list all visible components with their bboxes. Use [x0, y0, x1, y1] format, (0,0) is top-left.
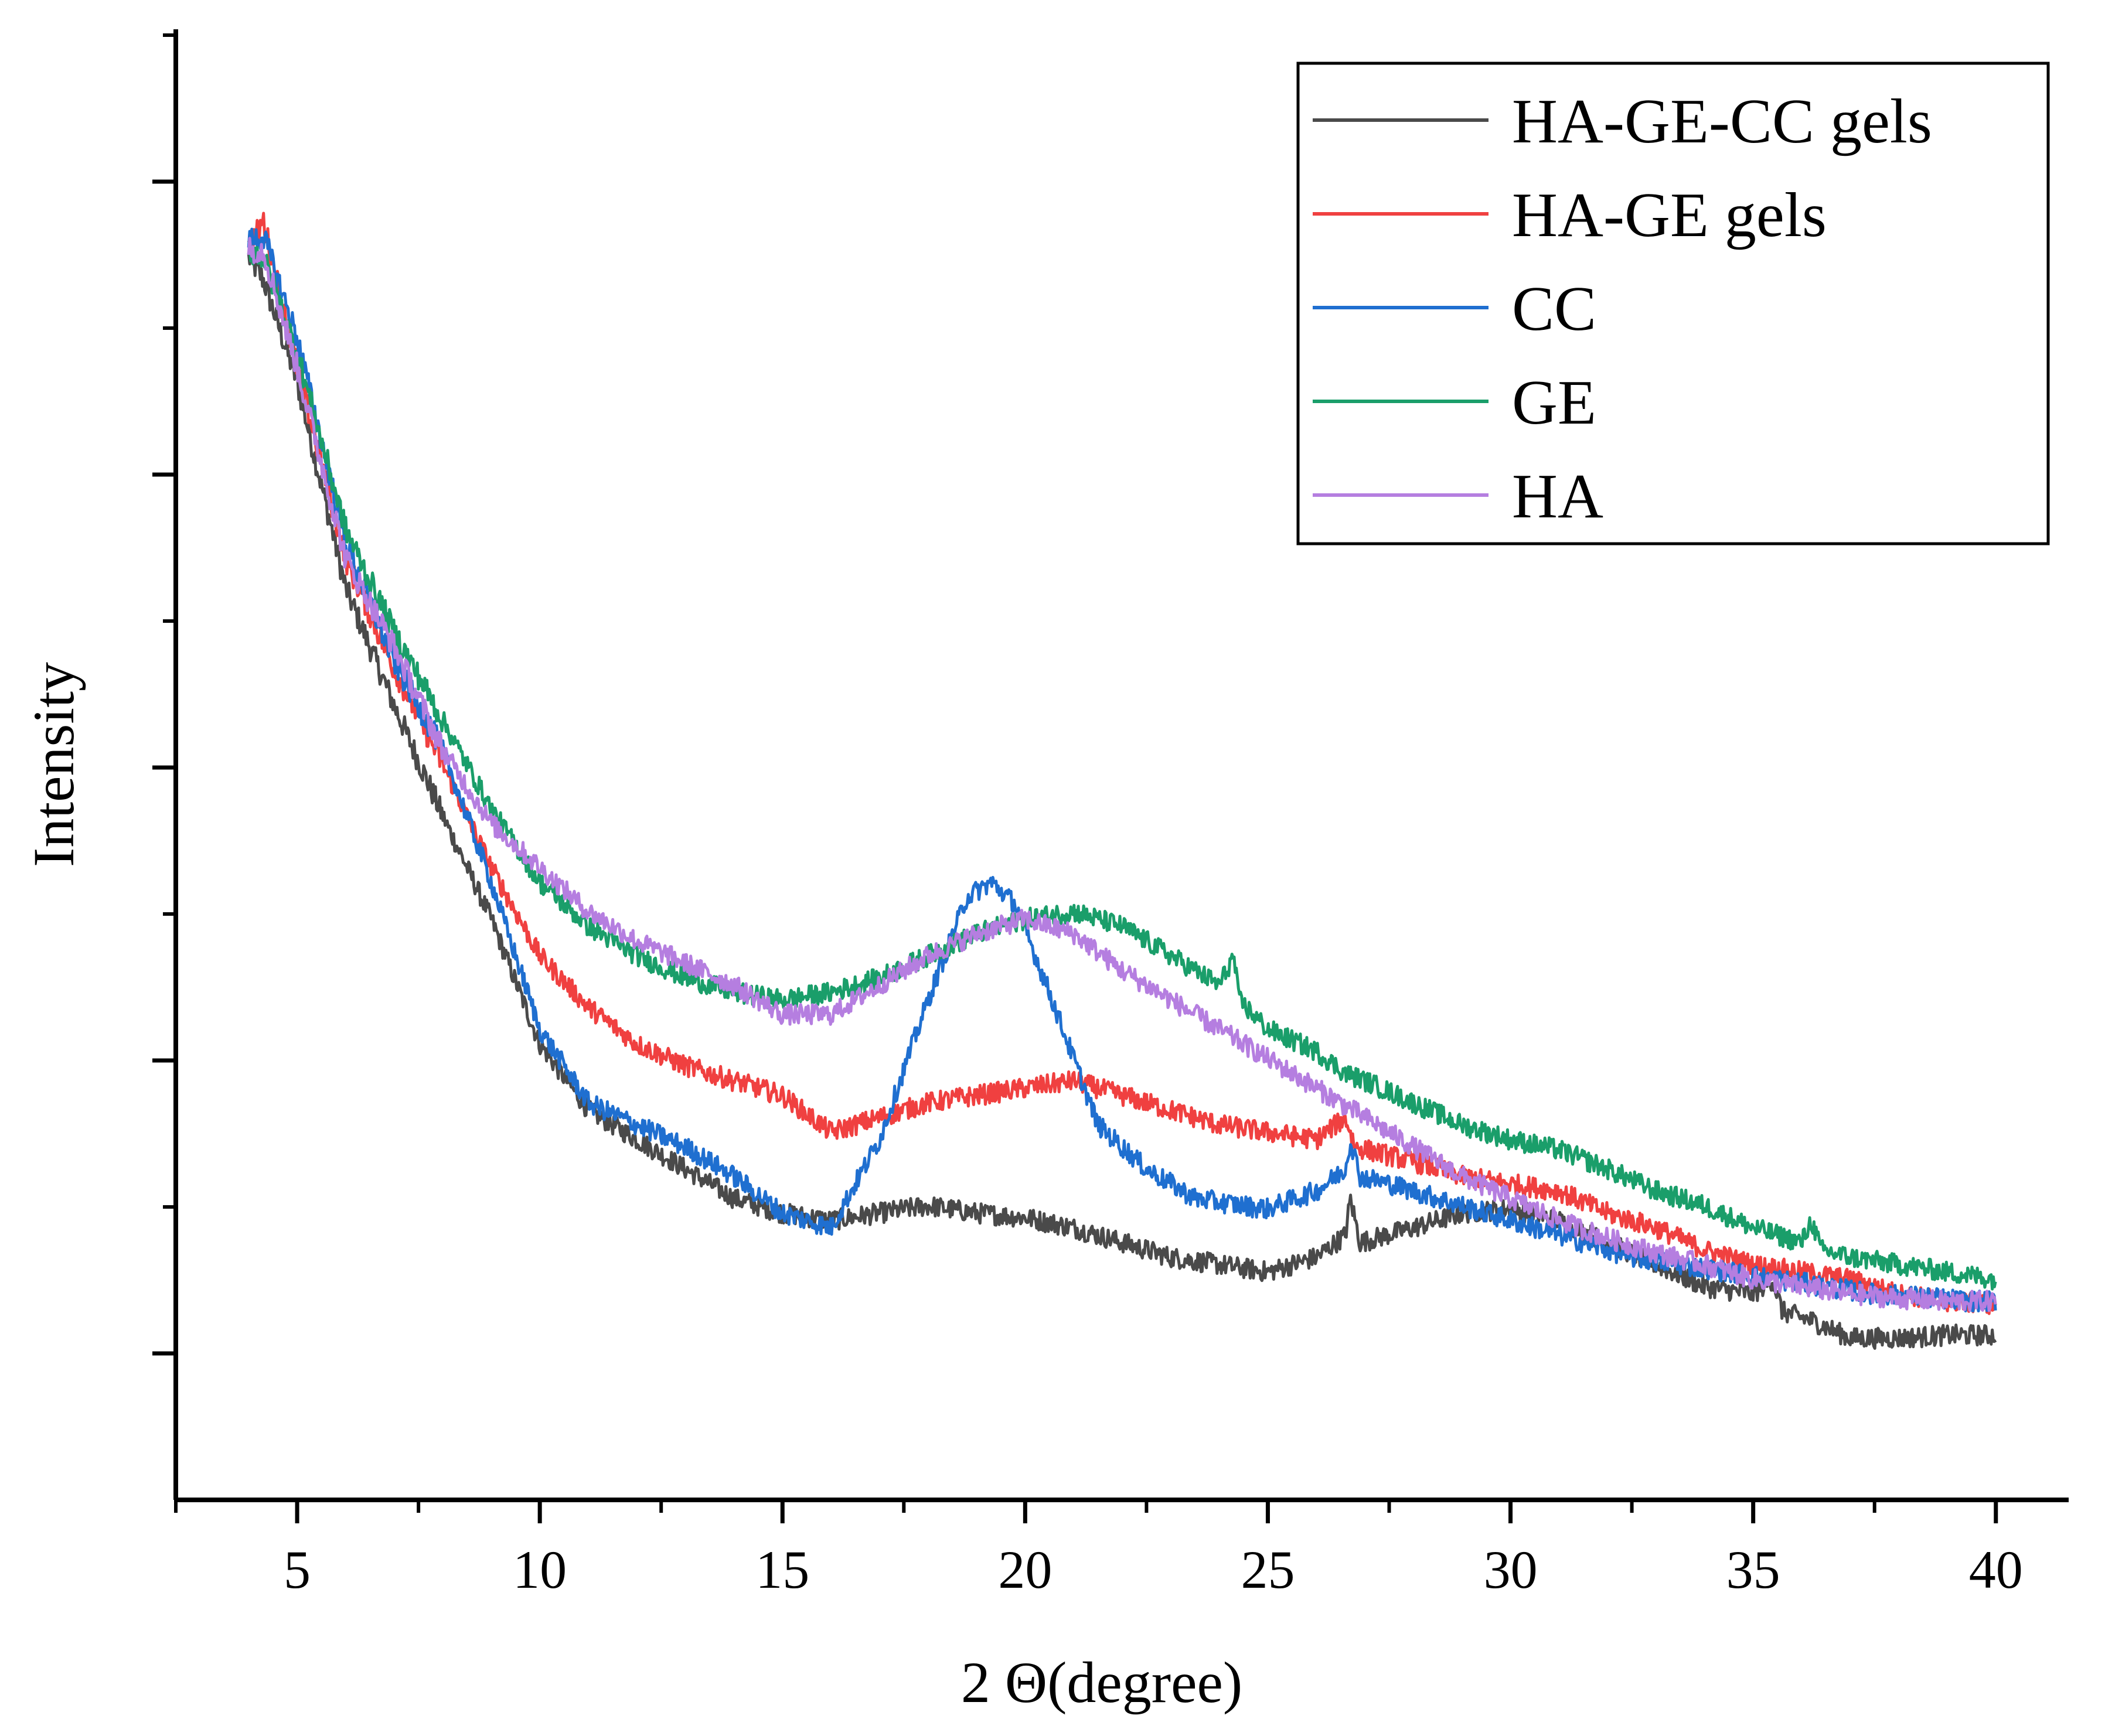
x-tick-label: 5	[284, 1540, 311, 1599]
series-line-1	[247, 212, 1997, 1315]
legend: HA-GE-CC gels HA-GE gels CC GE HA	[1296, 62, 2050, 545]
y-axis-title: Intensity	[21, 662, 86, 867]
series-line-3	[247, 245, 1997, 1291]
series-line-4	[247, 237, 1997, 1312]
legend-box	[1296, 62, 2050, 545]
x-tick-label: 25	[1241, 1540, 1295, 1599]
legend-label: HA-GE gels	[1512, 180, 1827, 250]
x-axis-title: 2 Θ(degree)	[961, 1650, 1242, 1715]
legend-label: HA	[1512, 462, 1603, 531]
x-tick-label: 35	[1726, 1540, 1780, 1599]
series-layer	[247, 212, 1997, 1350]
y-axis-ticks	[152, 33, 176, 1356]
x-tick-label: 30	[1484, 1540, 1538, 1599]
x-tick-label: 10	[513, 1540, 567, 1599]
x-tick-label: 20	[998, 1540, 1052, 1599]
series-line-0	[247, 247, 1997, 1350]
x-axis-ticks: 5 10 15 20 25 30 35 40	[174, 1500, 2023, 1599]
legend-label: HA-GE-CC gels	[1512, 87, 1932, 156]
legend-label: GE	[1512, 368, 1596, 438]
legend-label: CC	[1512, 274, 1596, 344]
x-tick-label: 15	[755, 1540, 809, 1599]
x-tick-label: 40	[1969, 1540, 2023, 1599]
